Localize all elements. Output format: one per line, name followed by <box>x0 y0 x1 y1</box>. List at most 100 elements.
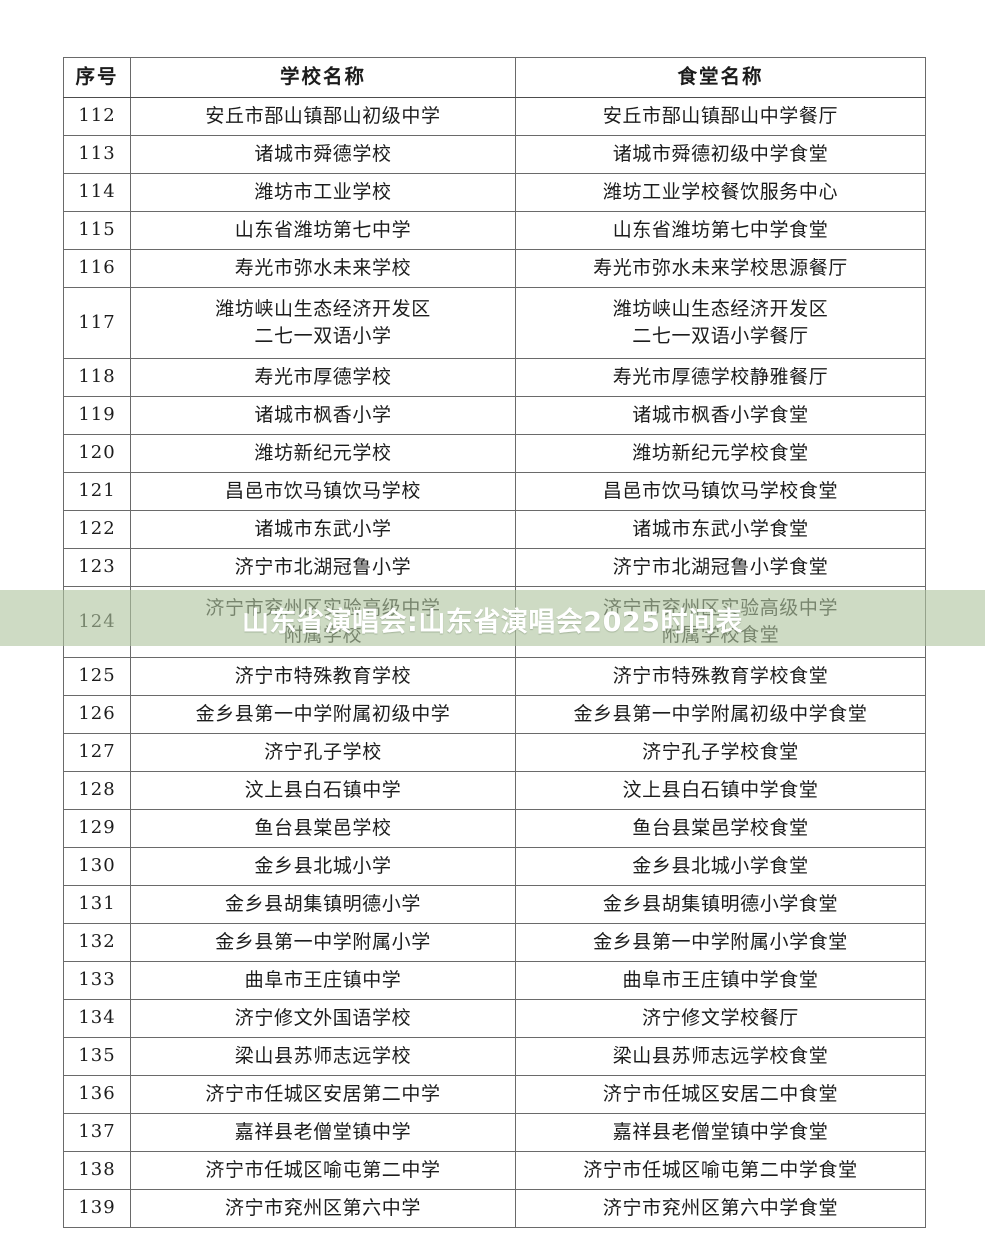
cell-canteen-name-line-1: 济宁市兖州区实验高级中学 <box>602 596 839 619</box>
table-row: 118 寿光市厚德学校 寿光市厚德学校静雅餐厅 <box>63 358 926 397</box>
cell-school-name: 潍坊峡山生态经济开发区 二七一双语小学 <box>130 287 516 359</box>
school-canteen-table: 序号 学校名称 食堂名称 112 安丘市郚山镇郚山初级中学 安丘市郚山镇郚山中学餐厅… <box>63 57 926 1228</box>
cell-canteen-name: 寿光市厚德学校静雅餐厅 <box>515 358 926 397</box>
table-header-row: 序号 学校名称 食堂名称 <box>63 57 926 98</box>
cell-school-name: 金乡县第一中学附属小学 <box>130 923 516 962</box>
table-row: 117 潍坊峡山生态经济开发区 二七一双语小学 潍坊峡山生态经济开发区 二七一双语小学餐… <box>63 287 926 359</box>
cell-canteen-name: 诸城市舜德初级中学食堂 <box>515 135 926 174</box>
table-row: 114 潍坊市工业学校 潍坊工业学校餐饮服务中心 <box>63 173 926 212</box>
cell-school-name: 金乡县胡集镇明德小学 <box>130 885 516 924</box>
cell-index: 127 <box>63 733 131 772</box>
cell-canteen-name: 金乡县第一中学附属初级中学食堂 <box>515 695 926 734</box>
table-row: 122 诸城市东武小学 诸城市东武小学食堂 <box>63 510 926 549</box>
cell-index: 134 <box>63 999 131 1038</box>
cell-school-name: 济宁市兖州区实验高级中学 附属学校 <box>130 586 516 658</box>
cell-canteen-name: 潍坊峡山生态经济开发区 二七一双语小学餐厅 <box>515 287 926 359</box>
cell-index: 125 <box>63 657 131 696</box>
cell-index: 128 <box>63 771 131 810</box>
table-header: 序号 学校名称 食堂名称 <box>63 57 926 98</box>
table-row: 134 济宁修文外国语学校 济宁修文学校餐厅 <box>63 999 926 1038</box>
cell-index: 139 <box>63 1189 131 1228</box>
cell-canteen-name: 山东省潍坊第七中学食堂 <box>515 211 926 250</box>
cell-school-name: 济宁市兖州区第六中学 <box>130 1189 516 1228</box>
table-row: 126 金乡县第一中学附属初级中学 金乡县第一中学附属初级中学食堂 <box>63 695 926 734</box>
cell-school-name: 梁山县苏师志远学校 <box>130 1037 516 1076</box>
cell-canteen-name: 潍坊新纪元学校食堂 <box>515 434 926 473</box>
table-row: 128 汶上县白石镇中学 汶上县白石镇中学食堂 <box>63 771 926 810</box>
cell-school-name: 鱼台县棠邑学校 <box>130 809 516 848</box>
cell-canteen-name: 嘉祥县老僧堂镇中学食堂 <box>515 1113 926 1152</box>
cell-school-name-line-2: 二七一双语小学 <box>254 325 392 347</box>
cell-canteen-name: 诸城市东武小学食堂 <box>515 510 926 549</box>
cell-canteen-name-line-2: 附属学校食堂 <box>661 624 780 646</box>
cell-school-name: 昌邑市饮马镇饮马学校 <box>130 472 516 511</box>
cell-index: 123 <box>63 548 131 587</box>
table-row: 125 济宁市特殊教育学校 济宁市特殊教育学校食堂 <box>63 657 926 696</box>
cell-index: 132 <box>63 923 131 962</box>
cell-canteen-name: 金乡县第一中学附属小学食堂 <box>515 923 926 962</box>
cell-school-name: 金乡县第一中学附属初级中学 <box>130 695 516 734</box>
cell-school-name: 金乡县北城小学 <box>130 847 516 886</box>
cell-index: 117 <box>63 287 131 359</box>
table-row: 124 济宁市兖州区实验高级中学 附属学校 济宁市兖州区实验高级中学 附属学校食堂 <box>63 586 926 658</box>
table-row: 139 济宁市兖州区第六中学 济宁市兖州区第六中学食堂 <box>63 1189 926 1228</box>
cell-school-name: 济宁孔子学校 <box>130 733 516 772</box>
cell-canteen-name: 昌邑市饮马镇饮马学校食堂 <box>515 472 926 511</box>
cell-index: 119 <box>63 396 131 435</box>
cell-school-name: 济宁市任城区安居第二中学 <box>130 1075 516 1114</box>
cell-index: 135 <box>63 1037 131 1076</box>
cell-school-name: 安丘市郚山镇郚山初级中学 <box>130 97 516 136</box>
cell-canteen-name: 金乡县北城小学食堂 <box>515 847 926 886</box>
cell-index: 118 <box>63 358 131 397</box>
table-row: 115 山东省潍坊第七中学 山东省潍坊第七中学食堂 <box>63 211 926 250</box>
cell-index: 133 <box>63 961 131 1000</box>
cell-canteen-name: 济宁修文学校餐厅 <box>515 999 926 1038</box>
table-row: 121 昌邑市饮马镇饮马学校 昌邑市饮马镇饮马学校食堂 <box>63 472 926 511</box>
table-row: 132 金乡县第一中学附属小学 金乡县第一中学附属小学食堂 <box>63 923 926 962</box>
table-row: 113 诸城市舜德学校 诸城市舜德初级中学食堂 <box>63 135 926 174</box>
table-row: 127 济宁孔子学校 济宁孔子学校食堂 <box>63 733 926 772</box>
cell-school-name: 寿光市厚德学校 <box>130 358 516 397</box>
cell-canteen-name: 金乡县胡集镇明德小学食堂 <box>515 885 926 924</box>
cell-school-name: 济宁修文外国语学校 <box>130 999 516 1038</box>
table-row: 136 济宁市任城区安居第二中学 济宁市任城区安居二中食堂 <box>63 1075 926 1114</box>
roster-table-container: 序号 学校名称 食堂名称 112 安丘市郚山镇郚山初级中学 安丘市郚山镇郚山中学餐厅… <box>63 57 926 1228</box>
cell-canteen-name: 济宁市任城区安居二中食堂 <box>515 1075 926 1114</box>
cell-index: 131 <box>63 885 131 924</box>
column-header-canteen: 食堂名称 <box>515 57 926 98</box>
cell-school-name-line-1: 济宁市兖州区实验高级中学 <box>205 596 441 619</box>
cell-index: 137 <box>63 1113 131 1152</box>
cell-canteen-name: 寿光市弥水未来学校思源餐厅 <box>515 249 926 288</box>
cell-index: 120 <box>63 434 131 473</box>
cell-school-name: 济宁市特殊教育学校 <box>130 657 516 696</box>
table-row: 116 寿光市弥水未来学校 寿光市弥水未来学校思源餐厅 <box>63 249 926 288</box>
cell-canteen-name: 济宁市兖州区第六中学食堂 <box>515 1189 926 1228</box>
cell-index: 114 <box>63 173 131 212</box>
table-row: 123 济宁市北湖冠鲁小学 济宁市北湖冠鲁小学食堂 <box>63 548 926 587</box>
cell-index: 116 <box>63 249 131 288</box>
cell-school-name: 济宁市任城区喻屯第二中学 <box>130 1151 516 1190</box>
cell-canteen-name: 济宁孔子学校食堂 <box>515 733 926 772</box>
column-header-school: 学校名称 <box>130 57 516 98</box>
table-row: 138 济宁市任城区喻屯第二中学 济宁市任城区喻屯第二中学食堂 <box>63 1151 926 1190</box>
cell-canteen-name: 安丘市郚山镇郚山中学餐厅 <box>515 97 926 136</box>
table-row: 130 金乡县北城小学 金乡县北城小学食堂 <box>63 847 926 886</box>
table-row: 137 嘉祥县老僧堂镇中学 嘉祥县老僧堂镇中学食堂 <box>63 1113 926 1152</box>
cell-school-name: 山东省潍坊第七中学 <box>130 211 516 250</box>
cell-canteen-name-line-1: 潍坊峡山生态经济开发区 <box>612 297 829 320</box>
cell-index: 115 <box>63 211 131 250</box>
cell-index: 136 <box>63 1075 131 1114</box>
cell-canteen-name: 诸城市枫香小学食堂 <box>515 396 926 435</box>
cell-index: 121 <box>63 472 131 511</box>
table-body: 112 安丘市郚山镇郚山初级中学 安丘市郚山镇郚山中学餐厅 113 诸城市舜德学校 诸城市… <box>63 97 926 1228</box>
cell-canteen-name: 济宁市兖州区实验高级中学 附属学校食堂 <box>515 586 926 658</box>
cell-index: 112 <box>63 97 131 136</box>
cell-index: 113 <box>63 135 131 174</box>
cell-school-name: 潍坊市工业学校 <box>130 173 516 212</box>
cell-canteen-name: 梁山县苏师志远学校食堂 <box>515 1037 926 1076</box>
cell-canteen-name: 曲阜市王庄镇中学食堂 <box>515 961 926 1000</box>
cell-school-name: 寿光市弥水未来学校 <box>130 249 516 288</box>
cell-school-name: 诸城市枫香小学 <box>130 396 516 435</box>
cell-canteen-name: 济宁市北湖冠鲁小学食堂 <box>515 548 926 587</box>
